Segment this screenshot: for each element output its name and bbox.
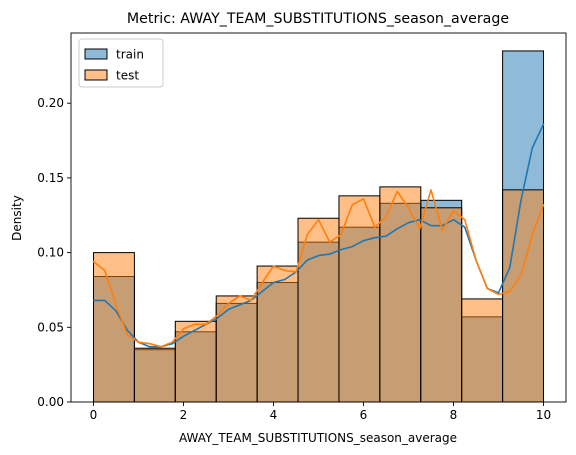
x-tick-label-8: 8 xyxy=(450,408,458,422)
bar-test-2 xyxy=(174,320,217,403)
y-tick-label-0.15: 0.15 xyxy=(37,171,64,185)
bar-test-0 xyxy=(93,252,135,403)
bar-test-6 xyxy=(338,195,381,403)
y-axis-label: Density xyxy=(10,195,24,241)
x-tick-label-0: 0 xyxy=(90,408,98,422)
bars-test xyxy=(93,186,544,403)
bar-test-9 xyxy=(461,298,504,403)
legend-label-train: train xyxy=(116,48,144,62)
axes-frame xyxy=(70,32,567,403)
chart-title: Metric: AWAY_TEAM_SUBSTITUTIONS_season_a… xyxy=(127,11,509,27)
bar-test-7 xyxy=(379,186,422,403)
kde-line-train xyxy=(92,123,545,348)
legend-label-test: test xyxy=(116,69,139,83)
kde-line-test xyxy=(92,189,545,348)
x-axis-label: AWAY_TEAM_SUBSTITUTIONS_season_average xyxy=(179,431,457,445)
x-tick-label-2: 2 xyxy=(180,408,188,422)
legend-swatch-train xyxy=(84,48,108,60)
bar-test-3 xyxy=(215,295,258,403)
y-tick-label-0.05: 0.05 xyxy=(37,320,64,334)
axes: 0 2 4 6 8 10 0.00 0.05 0.10 0.15 0.20 xyxy=(37,32,567,422)
legend-swatch-test xyxy=(84,69,108,81)
x-tick-label-6: 6 xyxy=(360,408,368,422)
y-tick-label-0.00: 0.00 xyxy=(37,395,64,409)
bar-test-4 xyxy=(256,265,299,403)
bar-test-1 xyxy=(133,347,176,403)
y-tick-label-0.10: 0.10 xyxy=(37,246,64,260)
legend: train test xyxy=(78,38,164,88)
y-tick-label-0.20: 0.20 xyxy=(37,96,64,110)
x-tick-label-10: 10 xyxy=(536,408,551,422)
bar-test-5 xyxy=(297,217,340,403)
plot-area xyxy=(92,50,545,403)
bar-test-8 xyxy=(420,207,463,403)
x-tick-label-4: 4 xyxy=(270,408,278,422)
